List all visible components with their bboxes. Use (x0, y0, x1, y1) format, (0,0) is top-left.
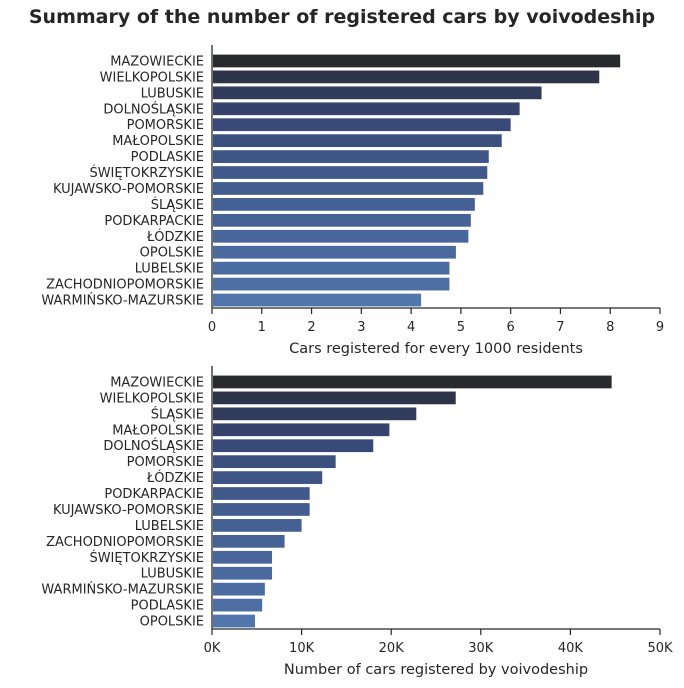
bar-1-5 (213, 118, 511, 132)
x-tick-label: 2 (307, 320, 315, 335)
bar-2-7 (213, 471, 323, 484)
bar-2-2 (213, 391, 456, 405)
category-label: ZACHODNIOPOMORSKIE (46, 535, 204, 550)
category-label: WIELKOPOLSKIE (100, 391, 204, 406)
x-tick-label: 6 (507, 320, 515, 335)
bar-2-13 (213, 566, 273, 580)
bar-2-14 (213, 582, 265, 596)
x-tick-label: 40K (558, 641, 584, 656)
bar-1-12 (213, 229, 469, 243)
bar-1-9 (213, 182, 484, 195)
x-tick-label: 3 (357, 320, 365, 335)
bar-1-2 (213, 70, 600, 84)
category-label: ZACHODNIOPOMORSKIE (46, 278, 204, 293)
bar-1-16 (213, 293, 422, 307)
category-label: KUJAWSKO-POMORSKIE (53, 182, 204, 197)
category-label: WARMIŃSKO-MAZURSKIE (41, 293, 204, 309)
category-label: DOLNOŚLĄSKIE (103, 438, 204, 454)
bar-2-8 (213, 487, 310, 500)
bar-1-15 (213, 277, 450, 291)
category-label: MAZOWIECKIE (110, 375, 204, 390)
category-label: ŚWIĘTOKRZYSKIE (89, 165, 204, 181)
category-label: WARMIŃSKO-MAZURSKIE (41, 582, 204, 598)
category-label: ŚWIĘTOKRZYSKIE (89, 550, 204, 566)
bar-1-10 (213, 198, 475, 211)
bar-1-13 (213, 245, 456, 259)
x-axis-title: Cars registered for every 1000 residents (289, 341, 583, 357)
bar-2-11 (213, 534, 285, 548)
category-label: LUBELSKIE (135, 519, 204, 534)
x-tick-label: 9 (656, 320, 664, 335)
category-label: LUBELSKIE (135, 262, 204, 277)
x-tick-label: 4 (407, 320, 415, 335)
category-label: MAŁOPOLSKIE (112, 134, 204, 149)
x-tick-label: 10K (289, 641, 315, 656)
figure-title: Summary of the number of registered cars… (28, 6, 656, 28)
bar-1-1 (213, 54, 621, 68)
bar-1-11 (213, 213, 471, 227)
category-label: MAŁOPOLSKIE (112, 423, 204, 438)
x-axis-title: Number of cars registered by voivodeship (284, 662, 588, 678)
category-label: ŚLĄSKIE (151, 197, 204, 213)
bar-1-8 (213, 166, 488, 179)
x-tick-label: 20K (379, 641, 405, 656)
bar-2-1 (213, 375, 612, 389)
category-label: DOLNOŚLĄSKIE (103, 101, 204, 117)
bar-2-3 (213, 407, 417, 421)
x-tick-label: 0K (204, 641, 221, 656)
category-label: PODLASKIE (131, 599, 204, 614)
chart-2: MAZOWIECKIEWIELKOPOLSKIEŚLĄSKIEMAŁOPOLSK… (41, 366, 673, 678)
x-tick-label: 0 (208, 320, 216, 335)
category-label: KUJAWSKO-POMORSKIE (53, 503, 204, 518)
bar-1-6 (213, 134, 502, 148)
category-label: ŁÓDZKIE (146, 470, 204, 486)
bar-2-5 (213, 439, 374, 453)
category-label: OPOLSKIE (140, 246, 204, 261)
x-tick-label: 1 (258, 320, 266, 335)
category-label: WIELKOPOLSKIE (100, 70, 204, 85)
category-label: LUBUSKIE (141, 567, 204, 582)
category-label: POMORSKIE (127, 118, 204, 133)
category-label: ŚLĄSKIE (151, 406, 204, 422)
x-tick-label: 8 (606, 320, 614, 335)
bar-2-10 (213, 519, 302, 532)
bar-2-15 (213, 598, 263, 612)
bar-1-14 (213, 261, 450, 275)
category-label: LUBUSKIE (141, 86, 204, 101)
x-tick-label: 30K (468, 641, 494, 656)
bar-1-4 (213, 102, 520, 116)
category-label: PODKARPACKIE (104, 214, 204, 229)
category-label: ŁÓDZKIE (146, 229, 204, 245)
x-tick-label: 50K (647, 641, 673, 656)
category-label: MAZOWIECKIE (110, 54, 204, 69)
bar-1-3 (213, 86, 542, 100)
category-label: PODKARPACKIE (104, 487, 204, 502)
bar-1-7 (213, 150, 489, 163)
category-label: POMORSKIE (127, 455, 204, 470)
bar-2-12 (213, 550, 273, 564)
chart-1: MAZOWIECKIEWIELKOPOLSKIELUBUSKIEDOLNOŚLĄ… (41, 45, 664, 357)
category-label: PODLASKIE (131, 150, 204, 165)
x-tick-label: 7 (556, 320, 564, 335)
category-label: OPOLSKIE (140, 615, 204, 630)
x-tick-label: 5 (457, 320, 465, 335)
bar-2-6 (213, 455, 336, 469)
bar-2-4 (213, 423, 390, 437)
bar-2-9 (213, 503, 310, 516)
bar-2-16 (213, 614, 256, 628)
